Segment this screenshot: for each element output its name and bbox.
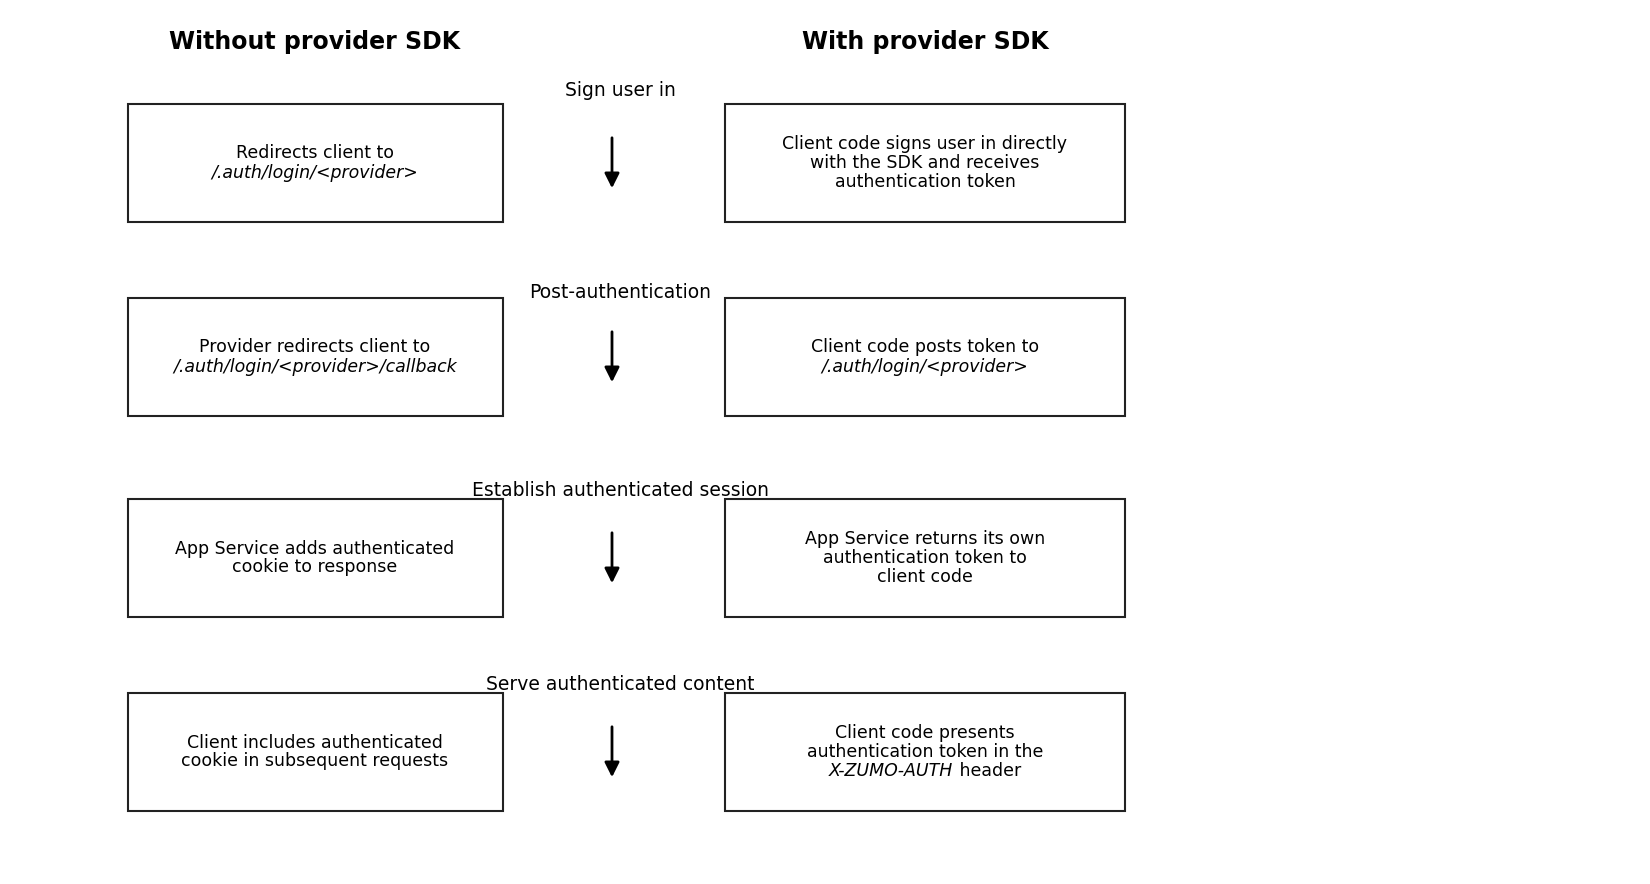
Bar [127, 104, 503, 222]
Text: /.auth/login/<provider>: /.auth/login/<provider> [822, 357, 1028, 376]
Text: cookie in subsequent requests: cookie in subsequent requests [182, 752, 449, 771]
Text: Serve authenticated content: Serve authenticated content [485, 674, 754, 694]
Text: /.auth/login/<provider>/callback: /.auth/login/<provider>/callback [173, 357, 457, 376]
Text: Client code posts token to: Client code posts token to [810, 339, 1040, 356]
Text: Establish authenticated session: Establish authenticated session [472, 481, 769, 499]
Text: Client code presents: Client code presents [835, 724, 1015, 742]
Text: /.auth/login/<provider>: /.auth/login/<provider> [211, 164, 419, 181]
Text: with the SDK and receives: with the SDK and receives [810, 154, 1040, 172]
Text: header: header [954, 762, 1021, 780]
Text: Client code signs user in directly: Client code signs user in directly [782, 135, 1068, 153]
Text: Without provider SDK: Without provider SDK [170, 30, 460, 54]
Text: authentication token to: authentication token to [823, 549, 1026, 567]
Text: authentication token in the: authentication token in the [807, 743, 1043, 761]
Text: cookie to response: cookie to response [233, 559, 398, 576]
Bar [724, 693, 1125, 811]
Bar [127, 298, 503, 416]
Text: Provider redirects client to: Provider redirects client to [200, 339, 431, 356]
Bar [127, 499, 503, 617]
Bar [724, 298, 1125, 416]
Bar [724, 499, 1125, 617]
Text: Redirects client to: Redirects client to [236, 144, 394, 163]
Bar [127, 693, 503, 811]
Text: App Service returns its own: App Service returns its own [805, 530, 1044, 548]
Bar [724, 104, 1125, 222]
Text: X-ZUMO-AUTH: X-ZUMO-AUTH [830, 762, 954, 780]
Text: App Service adds authenticated: App Service adds authenticated [175, 539, 455, 558]
Text: With provider SDK: With provider SDK [802, 30, 1048, 54]
Text: Post-authentication: Post-authentication [530, 283, 711, 301]
Text: Sign user in: Sign user in [564, 80, 675, 100]
Text: Client includes authenticated: Client includes authenticated [186, 734, 442, 751]
Text: client code: client code [878, 568, 974, 586]
Text: authentication token: authentication token [835, 173, 1015, 191]
